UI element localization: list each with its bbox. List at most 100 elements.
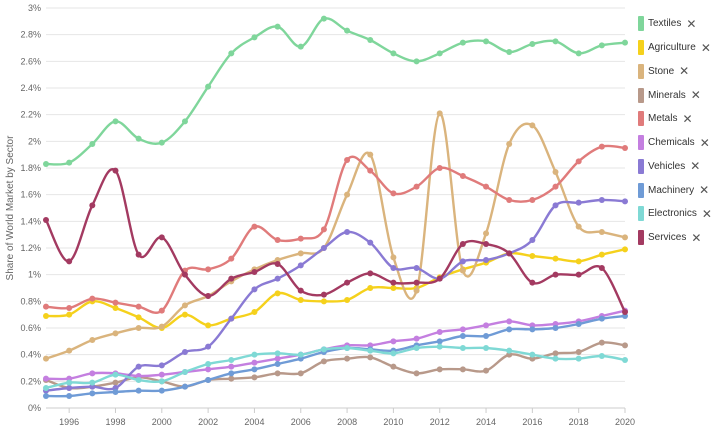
data-point-electronics[interactable] bbox=[367, 347, 374, 354]
data-point-services[interactable] bbox=[320, 291, 327, 298]
data-point-services[interactable] bbox=[181, 271, 188, 278]
data-point-textiles[interactable] bbox=[274, 23, 281, 30]
data-point-vehicles[interactable] bbox=[552, 202, 559, 209]
legend-item-services[interactable]: Services ✕ bbox=[638, 226, 714, 250]
data-point-stone[interactable] bbox=[43, 355, 49, 362]
data-point-chemicals[interactable] bbox=[251, 359, 258, 366]
close-icon[interactable]: ✕ bbox=[699, 183, 710, 198]
close-icon[interactable]: ✕ bbox=[701, 206, 712, 221]
data-point-services[interactable] bbox=[112, 167, 119, 174]
data-point-stone[interactable] bbox=[390, 254, 397, 261]
data-point-vehicles[interactable] bbox=[320, 245, 327, 251]
close-icon[interactable]: ✕ bbox=[686, 16, 697, 31]
data-point-services[interactable] bbox=[228, 275, 235, 282]
data-point-machinery[interactable] bbox=[274, 361, 281, 367]
data-point-machinery[interactable] bbox=[228, 370, 235, 377]
data-point-metals[interactable] bbox=[43, 303, 49, 310]
data-point-electronics[interactable] bbox=[459, 345, 466, 351]
data-point-metals[interactable] bbox=[436, 165, 443, 171]
data-point-textiles[interactable] bbox=[181, 118, 188, 125]
data-point-stone[interactable] bbox=[598, 229, 605, 235]
legend-item-stone[interactable]: Stone ✕ bbox=[638, 60, 714, 84]
data-point-metals[interactable] bbox=[459, 173, 466, 179]
data-point-vehicles[interactable] bbox=[598, 197, 605, 203]
data-point-services[interactable] bbox=[598, 265, 605, 271]
data-point-vehicles[interactable] bbox=[413, 265, 420, 271]
data-point-chemicals[interactable] bbox=[89, 370, 96, 377]
data-point-machinery[interactable] bbox=[251, 366, 258, 373]
data-point-minerals[interactable] bbox=[622, 342, 628, 349]
data-point-chemicals[interactable] bbox=[390, 338, 397, 345]
data-point-electronics[interactable] bbox=[552, 355, 559, 362]
legend-item-chemicals[interactable]: Chemicals ✕ bbox=[638, 131, 714, 155]
data-point-agriculture[interactable] bbox=[575, 258, 582, 265]
data-point-metals[interactable] bbox=[66, 305, 73, 311]
data-point-textiles[interactable] bbox=[506, 49, 513, 55]
data-point-textiles[interactable] bbox=[205, 83, 212, 90]
data-point-textiles[interactable] bbox=[344, 27, 351, 34]
data-point-machinery[interactable] bbox=[575, 321, 582, 327]
data-point-stone[interactable] bbox=[506, 141, 513, 147]
data-point-stone[interactable] bbox=[529, 122, 536, 129]
data-point-metals[interactable] bbox=[552, 183, 559, 190]
data-point-metals[interactable] bbox=[367, 167, 374, 174]
data-point-minerals[interactable] bbox=[483, 367, 490, 374]
legend-item-vehicles[interactable]: Vehicles ✕ bbox=[638, 155, 714, 179]
data-point-metals[interactable] bbox=[575, 158, 582, 165]
data-point-metals[interactable] bbox=[228, 255, 235, 262]
data-point-electronics[interactable] bbox=[89, 379, 96, 386]
legend-item-minerals[interactable]: Minerals ✕ bbox=[638, 83, 714, 107]
data-point-services[interactable] bbox=[529, 279, 536, 286]
data-point-metals[interactable] bbox=[506, 197, 513, 203]
data-point-textiles[interactable] bbox=[529, 41, 536, 47]
data-point-minerals[interactable] bbox=[251, 374, 258, 381]
data-point-agriculture[interactable] bbox=[390, 285, 397, 291]
data-point-agriculture[interactable] bbox=[320, 298, 327, 305]
close-icon[interactable]: ✕ bbox=[690, 88, 701, 103]
data-point-vehicles[interactable] bbox=[135, 363, 142, 370]
data-point-minerals[interactable] bbox=[297, 370, 304, 377]
data-point-services[interactable] bbox=[89, 202, 96, 209]
data-point-machinery[interactable] bbox=[436, 338, 443, 345]
data-point-vehicles[interactable] bbox=[274, 275, 281, 282]
data-point-textiles[interactable] bbox=[575, 50, 582, 57]
data-point-stone[interactable] bbox=[367, 151, 374, 158]
data-point-machinery[interactable] bbox=[43, 393, 49, 399]
data-point-textiles[interactable] bbox=[158, 139, 165, 146]
data-point-vehicles[interactable] bbox=[251, 286, 258, 293]
data-point-services[interactable] bbox=[413, 279, 420, 286]
data-point-metals[interactable] bbox=[483, 183, 490, 190]
data-point-stone[interactable] bbox=[552, 169, 559, 175]
data-point-vehicles[interactable] bbox=[575, 199, 582, 206]
data-point-agriculture[interactable] bbox=[297, 297, 304, 303]
data-point-stone[interactable] bbox=[158, 323, 165, 330]
data-point-metals[interactable] bbox=[390, 190, 397, 197]
data-point-electronics[interactable] bbox=[66, 379, 73, 386]
data-point-machinery[interactable] bbox=[135, 387, 142, 394]
data-point-stone[interactable] bbox=[459, 267, 466, 274]
close-icon[interactable]: ✕ bbox=[690, 159, 701, 174]
data-point-textiles[interactable] bbox=[413, 58, 420, 65]
data-point-vehicles[interactable] bbox=[181, 349, 188, 355]
data-point-agriculture[interactable] bbox=[251, 309, 258, 315]
data-point-stone[interactable] bbox=[436, 110, 443, 117]
data-point-agriculture[interactable] bbox=[181, 311, 188, 318]
data-point-vehicles[interactable] bbox=[483, 257, 490, 263]
data-point-services[interactable] bbox=[135, 251, 142, 258]
data-point-machinery[interactable] bbox=[459, 333, 466, 339]
data-point-agriculture[interactable] bbox=[552, 255, 559, 262]
data-point-stone[interactable] bbox=[112, 330, 119, 337]
data-point-stone[interactable] bbox=[66, 347, 73, 354]
data-point-electronics[interactable] bbox=[575, 355, 582, 362]
data-point-agriculture[interactable] bbox=[205, 322, 212, 329]
data-point-agriculture[interactable] bbox=[367, 285, 374, 291]
data-point-metals[interactable] bbox=[344, 157, 351, 163]
data-point-machinery[interactable] bbox=[483, 333, 490, 339]
data-point-electronics[interactable] bbox=[413, 345, 420, 351]
data-point-textiles[interactable] bbox=[367, 37, 374, 43]
data-point-agriculture[interactable] bbox=[135, 314, 142, 321]
data-point-metals[interactable] bbox=[320, 226, 327, 233]
data-point-minerals[interactable] bbox=[413, 370, 420, 377]
data-point-machinery[interactable] bbox=[205, 377, 212, 383]
data-point-chemicals[interactable] bbox=[158, 371, 165, 378]
